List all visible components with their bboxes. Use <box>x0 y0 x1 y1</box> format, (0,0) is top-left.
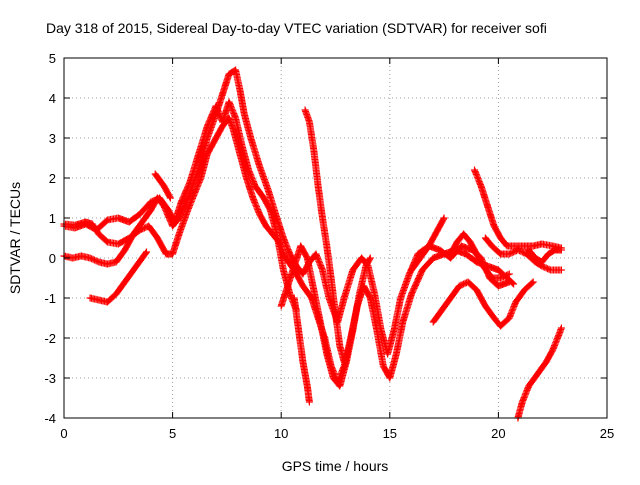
y-tick-label: -2 <box>44 331 56 346</box>
series-layer <box>60 66 565 422</box>
y-tick-label: -3 <box>44 371 56 386</box>
data-series <box>301 106 348 366</box>
x-tick-label: 25 <box>600 426 614 441</box>
y-tick-label: 1 <box>49 211 56 226</box>
series-markers <box>60 66 513 358</box>
series-markers <box>481 234 565 274</box>
data-series <box>86 248 150 306</box>
y-tick-label: 4 <box>49 91 56 106</box>
x-tick-label: 5 <box>169 426 176 441</box>
series-markers <box>290 294 313 406</box>
y-tick-label: 0 <box>49 251 56 266</box>
series-markers <box>301 106 348 366</box>
series-markers <box>429 278 537 330</box>
series-markers <box>447 230 513 282</box>
x-axis-label: GPS time / hours <box>282 458 389 474</box>
series-markers <box>514 324 565 422</box>
data-series <box>447 230 513 282</box>
x-tick-label: 0 <box>60 426 67 441</box>
y-axis-label: SDTVAR / TECUs <box>7 182 23 294</box>
data-series <box>277 242 374 390</box>
grid-layer <box>64 58 607 418</box>
series-markers <box>277 242 374 390</box>
series-markers <box>151 170 174 202</box>
data-series <box>471 166 565 252</box>
series-markers <box>60 98 300 314</box>
y-tick-label: -1 <box>44 291 56 306</box>
data-series <box>429 278 537 330</box>
data-series <box>151 170 174 202</box>
x-tick-label: 20 <box>491 426 505 441</box>
y-tick-label: 2 <box>49 171 56 186</box>
series-markers <box>471 166 565 252</box>
chart-title: Day 318 of 2015, Sidereal Day-to-day VTE… <box>46 20 547 36</box>
plot-frame <box>63 57 608 419</box>
data-series <box>514 324 565 422</box>
series-markers <box>408 214 448 274</box>
y-tick-label: 5 <box>49 51 56 66</box>
data-series <box>60 66 513 358</box>
y-tick-label: -4 <box>44 411 56 426</box>
x-tick-label: 15 <box>383 426 397 441</box>
data-series <box>290 294 313 406</box>
series-markers <box>86 248 150 306</box>
data-series <box>408 214 448 274</box>
y-tick-label: 3 <box>49 131 56 146</box>
x-tick-label: 10 <box>274 426 288 441</box>
data-series <box>60 98 300 314</box>
series-markers <box>525 246 565 266</box>
data-series <box>525 246 565 266</box>
data-series <box>481 234 565 274</box>
